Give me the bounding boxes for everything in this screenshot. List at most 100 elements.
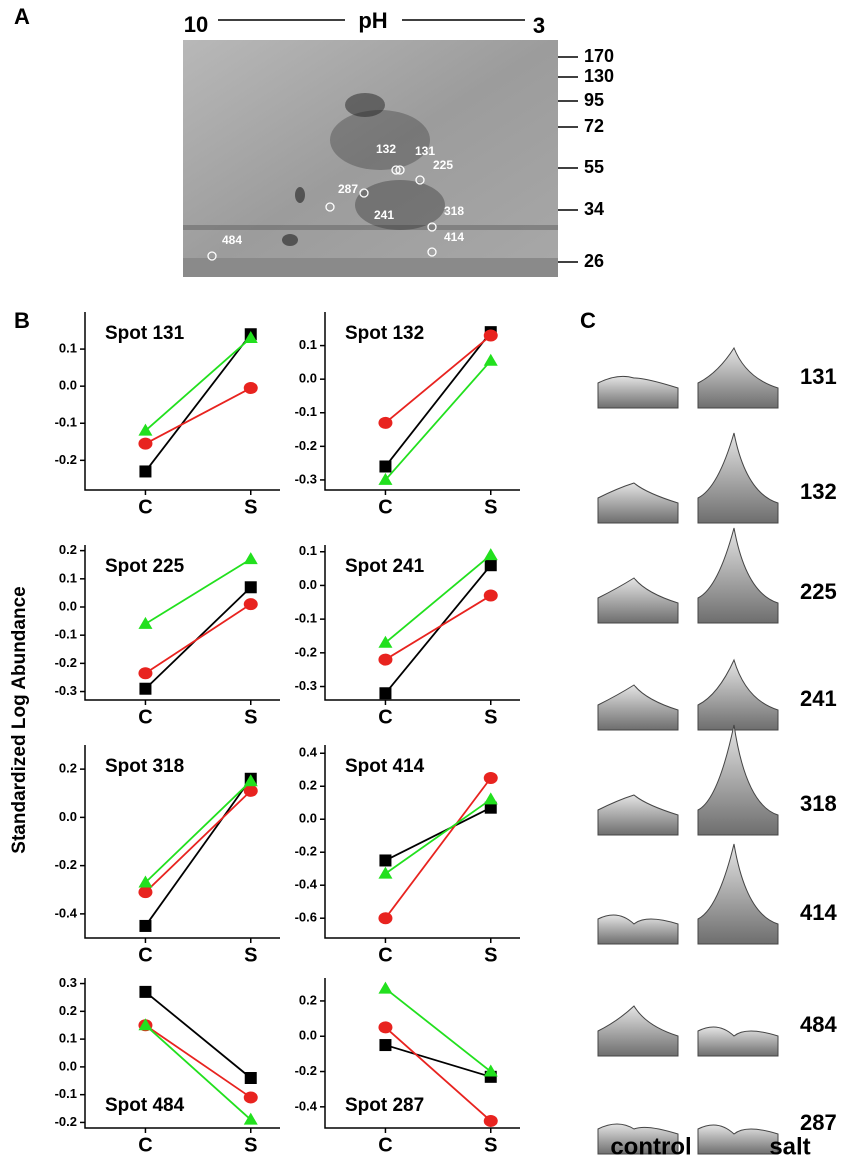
point — [245, 581, 257, 593]
point — [484, 772, 498, 784]
y-tick-label: 0.0 — [59, 1058, 77, 1073]
row-label: 414 — [800, 900, 837, 925]
x-tick-label: S — [484, 706, 497, 728]
y-tick-label: -0.4 — [295, 877, 318, 892]
point — [139, 986, 151, 998]
peak-surface — [598, 795, 678, 835]
spot-label: 318 — [444, 204, 464, 218]
series-line — [145, 992, 250, 1078]
mw-label: 95 — [584, 90, 604, 110]
point — [484, 330, 498, 342]
point — [378, 1021, 392, 1033]
point — [379, 1039, 391, 1051]
point — [244, 552, 258, 564]
point — [378, 417, 392, 429]
y-tick-label: -0.6 — [295, 910, 317, 925]
figure: A 10 pH 3 B Standardized Log Abundance C… — [0, 0, 844, 1163]
x-tick-label: S — [244, 706, 257, 728]
spot-label: 414 — [444, 230, 464, 244]
y-tick-label: 0.1 — [299, 337, 317, 352]
y-tick-label: 0.2 — [59, 761, 77, 776]
y-tick-label: 0.3 — [59, 975, 77, 990]
chart-title: Spot 318 — [105, 756, 184, 777]
peak-surface — [598, 578, 678, 623]
peak-surface — [598, 915, 678, 944]
peak-surface — [598, 1006, 678, 1056]
column-label: control — [610, 1133, 691, 1160]
mw-label: 130 — [584, 66, 614, 86]
chart-title: Spot 132 — [345, 323, 424, 344]
point — [379, 687, 391, 699]
point — [378, 982, 392, 994]
point — [484, 1115, 498, 1127]
x-tick-label: S — [244, 1134, 257, 1156]
spot-label: 484 — [222, 233, 242, 247]
panel-label: B — [14, 308, 30, 333]
peak-surface — [698, 528, 778, 623]
series-line — [385, 799, 490, 873]
y-tick-label: -0.3 — [295, 471, 317, 486]
spot-label: 241 — [374, 208, 394, 222]
point — [138, 667, 152, 679]
panel-label: A — [14, 4, 30, 29]
x-tick-label: C — [378, 1134, 392, 1156]
row-label: 318 — [800, 791, 837, 816]
point — [378, 654, 392, 666]
chart-title: Spot 225 — [105, 556, 185, 577]
series-line — [385, 332, 490, 466]
y-tick-label: 0.1 — [59, 341, 77, 356]
spot-label: 287 — [338, 182, 358, 196]
point — [139, 683, 151, 695]
peak-surface — [598, 685, 678, 730]
x-tick-label: C — [138, 496, 152, 518]
y-tick-label: 0.2 — [299, 778, 317, 793]
series-line — [145, 791, 250, 892]
series-line — [145, 779, 250, 926]
y-tick-label: -0.2 — [55, 1114, 77, 1129]
y-tick-label: -0.2 — [55, 452, 77, 467]
y-tick-label: 0.1 — [59, 1031, 77, 1046]
y-tick-label: 0.2 — [59, 542, 77, 557]
x-tick-label: C — [138, 706, 152, 728]
mw-label: 170 — [584, 46, 614, 66]
point — [484, 548, 498, 560]
y-tick-label: 0.0 — [299, 811, 317, 826]
y-tick-label: -0.2 — [295, 844, 317, 859]
chart-title: Spot 414 — [345, 756, 425, 777]
series-line — [385, 596, 490, 660]
y-tick-label: -0.2 — [295, 644, 317, 659]
x-tick-label: S — [244, 944, 257, 966]
point — [244, 1091, 258, 1103]
series-line — [145, 781, 250, 882]
point — [484, 1065, 498, 1077]
y-tick-label: -0.1 — [55, 1086, 77, 1101]
y-tick-label: -0.2 — [295, 438, 317, 453]
peak-surface — [698, 844, 778, 944]
x-tick-label: S — [244, 496, 257, 518]
peak-surface — [698, 660, 778, 730]
y-tick-label: 0.1 — [299, 543, 317, 558]
point — [139, 920, 151, 932]
peak-surface — [598, 376, 678, 408]
y-axis-label: Standardized Log Abundance — [9, 586, 30, 853]
y-tick-label: -0.4 — [55, 905, 78, 920]
y-tick-label: -0.2 — [295, 1063, 317, 1078]
row-label: 484 — [800, 1012, 837, 1037]
y-tick-label: 0.0 — [59, 378, 77, 393]
y-tick-label: -0.4 — [295, 1098, 318, 1113]
ph-label: pH — [358, 8, 387, 33]
x-tick-label: C — [378, 706, 392, 728]
point — [244, 382, 258, 394]
y-tick-label: -0.1 — [55, 627, 77, 642]
point — [484, 792, 498, 804]
point — [138, 886, 152, 898]
y-tick-label: -0.2 — [55, 655, 77, 670]
x-tick-label: C — [378, 496, 392, 518]
point — [139, 465, 151, 477]
chart-title: Spot 484 — [105, 1095, 185, 1116]
point — [378, 912, 392, 924]
y-tick-label: 0.4 — [299, 745, 318, 760]
y-tick-label: -0.1 — [55, 415, 77, 430]
chart-title: Spot 287 — [345, 1095, 424, 1116]
y-tick-label: -0.2 — [55, 857, 77, 872]
